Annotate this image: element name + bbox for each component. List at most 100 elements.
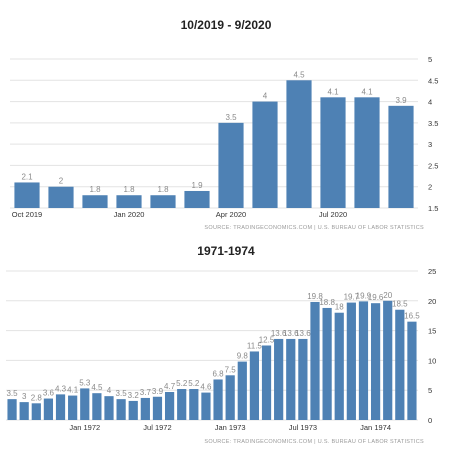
bar-value-label: 18.8 — [319, 298, 335, 307]
bar-value-label: 19.9 — [356, 291, 372, 300]
bar — [189, 389, 199, 420]
bar-value-label: 4 — [107, 386, 112, 395]
bar — [177, 389, 187, 420]
chart-2019-2020: 1.5 2 2.5 3 3.5 4 4.5 5 2.1 2 1.8 1.8 1.8 1.9 3.5 4 4.5 4… — [10, 55, 438, 230]
bar — [140, 397, 150, 420]
bar-value-label: 9.8 — [237, 352, 249, 361]
bar — [274, 338, 284, 420]
bar-value-label: 3 — [22, 392, 27, 401]
bar — [286, 80, 312, 208]
bar — [237, 361, 247, 420]
bar — [252, 101, 278, 208]
bar-value-label: 6.8 — [212, 369, 224, 378]
bar-value-label: 11.5 — [247, 341, 263, 350]
bar-value-label: 3.9 — [152, 387, 164, 396]
bar-value-label: 5.2 — [188, 379, 200, 388]
bar-value-label: 5.3 — [79, 378, 91, 387]
bar-value-label: 5.2 — [176, 379, 188, 388]
bar — [201, 392, 211, 420]
y-tick-label: 2 — [428, 183, 432, 192]
bar-value-label: 20 — [383, 291, 392, 300]
bar-value-label: 2 — [59, 177, 64, 186]
chart-panel-2019-2020: 1.5 2 2.5 3 3.5 4 4.5 5 2.1 2 1.8 1.8 1.8 1.9 3.5 4 4.5 4… — [10, 18, 438, 230]
bar-value-label: 4.5 — [293, 70, 305, 79]
bar — [213, 379, 223, 420]
y-tick-label: 4.5 — [428, 76, 438, 85]
y-tick-label: 3 — [428, 140, 432, 149]
bar — [104, 396, 114, 420]
bar — [320, 97, 346, 208]
bar — [48, 186, 74, 208]
bar-value-label: 13.6 — [271, 329, 287, 338]
x-tick-label: Jul 1972 — [143, 423, 171, 432]
bar — [31, 403, 41, 420]
bar-value-label: 3.9 — [395, 96, 407, 105]
x-tick-label: Apr 2020 — [216, 210, 246, 219]
y-tick-label: 10 — [428, 356, 436, 365]
bar — [286, 338, 296, 420]
bar-value-label: 3.6 — [43, 389, 55, 398]
bar — [152, 396, 163, 420]
bar — [225, 375, 235, 420]
y-tick-label: 25 — [428, 267, 436, 276]
bar-value-label: 3.5 — [116, 389, 128, 398]
bar — [7, 399, 17, 420]
x-tick-label: Jan 1973 — [215, 423, 246, 432]
bar — [310, 301, 320, 420]
bar-value-label: 13.6 — [295, 329, 311, 338]
x-tick-label: Jan 1974 — [360, 423, 391, 432]
y-tick-label: 4 — [428, 98, 432, 107]
bar-value-label: 4 — [263, 92, 268, 101]
chart-title-2019-2020: 10/2019 - 9/2020 — [180, 18, 272, 32]
bar — [395, 309, 405, 420]
chart-title-1971-1974: 1971-1974 — [197, 244, 255, 258]
bar-value-label: 4.3 — [55, 384, 67, 393]
x-tick-label: Jul 2020 — [319, 210, 347, 219]
y-tick-label: 2.5 — [428, 161, 438, 170]
bar — [184, 190, 210, 208]
bar — [249, 351, 260, 420]
y-tick-label: 3.5 — [428, 119, 438, 128]
bar-value-label: 7.5 — [225, 365, 237, 374]
bar — [407, 321, 417, 420]
bar-value-label: 2.1 — [21, 172, 33, 181]
bar — [19, 402, 29, 420]
bar — [68, 395, 78, 420]
bar-value-label: 19.7 — [344, 293, 360, 302]
bar-value-label: 18 — [335, 303, 344, 312]
y-tick-label: 5 — [428, 386, 432, 395]
bar — [116, 195, 142, 208]
bar-value-label: 4.1 — [67, 386, 79, 395]
bar — [150, 195, 176, 208]
bar-value-label: 3.5 — [6, 389, 18, 398]
bar-value-label: 4.6 — [200, 383, 212, 392]
x-tick-label: Jul 1973 — [289, 423, 317, 432]
bar-value-label: 3.5 — [225, 113, 237, 122]
y-tick-label: 15 — [428, 327, 436, 336]
bar — [116, 399, 126, 420]
bar-value-label: 1.8 — [89, 185, 101, 194]
bar-value-label: 2.8 — [31, 393, 43, 402]
bar — [14, 182, 40, 208]
bar — [55, 394, 66, 420]
x-tick-label: Oct 2019 — [12, 210, 42, 219]
bar-value-label: 1.8 — [157, 185, 169, 194]
bar — [164, 391, 175, 420]
bar-value-label: 3.2 — [128, 391, 140, 400]
bar-value-label: 12.5 — [259, 336, 275, 345]
bar — [322, 307, 332, 420]
y-tick-label: 1.5 — [428, 204, 438, 213]
bar — [358, 301, 369, 420]
bar-value-label: 13.6 — [283, 329, 299, 338]
bar — [346, 302, 356, 420]
bar — [261, 345, 272, 420]
bar-value-label: 1.9 — [191, 181, 203, 190]
chart-panel-1971-1974: 0 5 10 15 20 25 3.5 3 2.8 3.6 4.3 4.1 5.3 4.5 4 3.5 3.2 3… — [0, 230, 452, 455]
bar-value-label: 4.7 — [164, 382, 176, 391]
source-note: SOURCE: TRADINGECONOMICS.COM | U.S. BURE… — [204, 439, 424, 445]
bar-value-label: 4.1 — [327, 87, 339, 96]
x-tick-label: Jan 2020 — [114, 210, 145, 219]
bar-value-label: 19.8 — [307, 292, 323, 301]
bar — [354, 97, 380, 208]
source-note: SOURCE: TRADINGECONOMICS.COM | U.S. BURE… — [204, 225, 424, 230]
